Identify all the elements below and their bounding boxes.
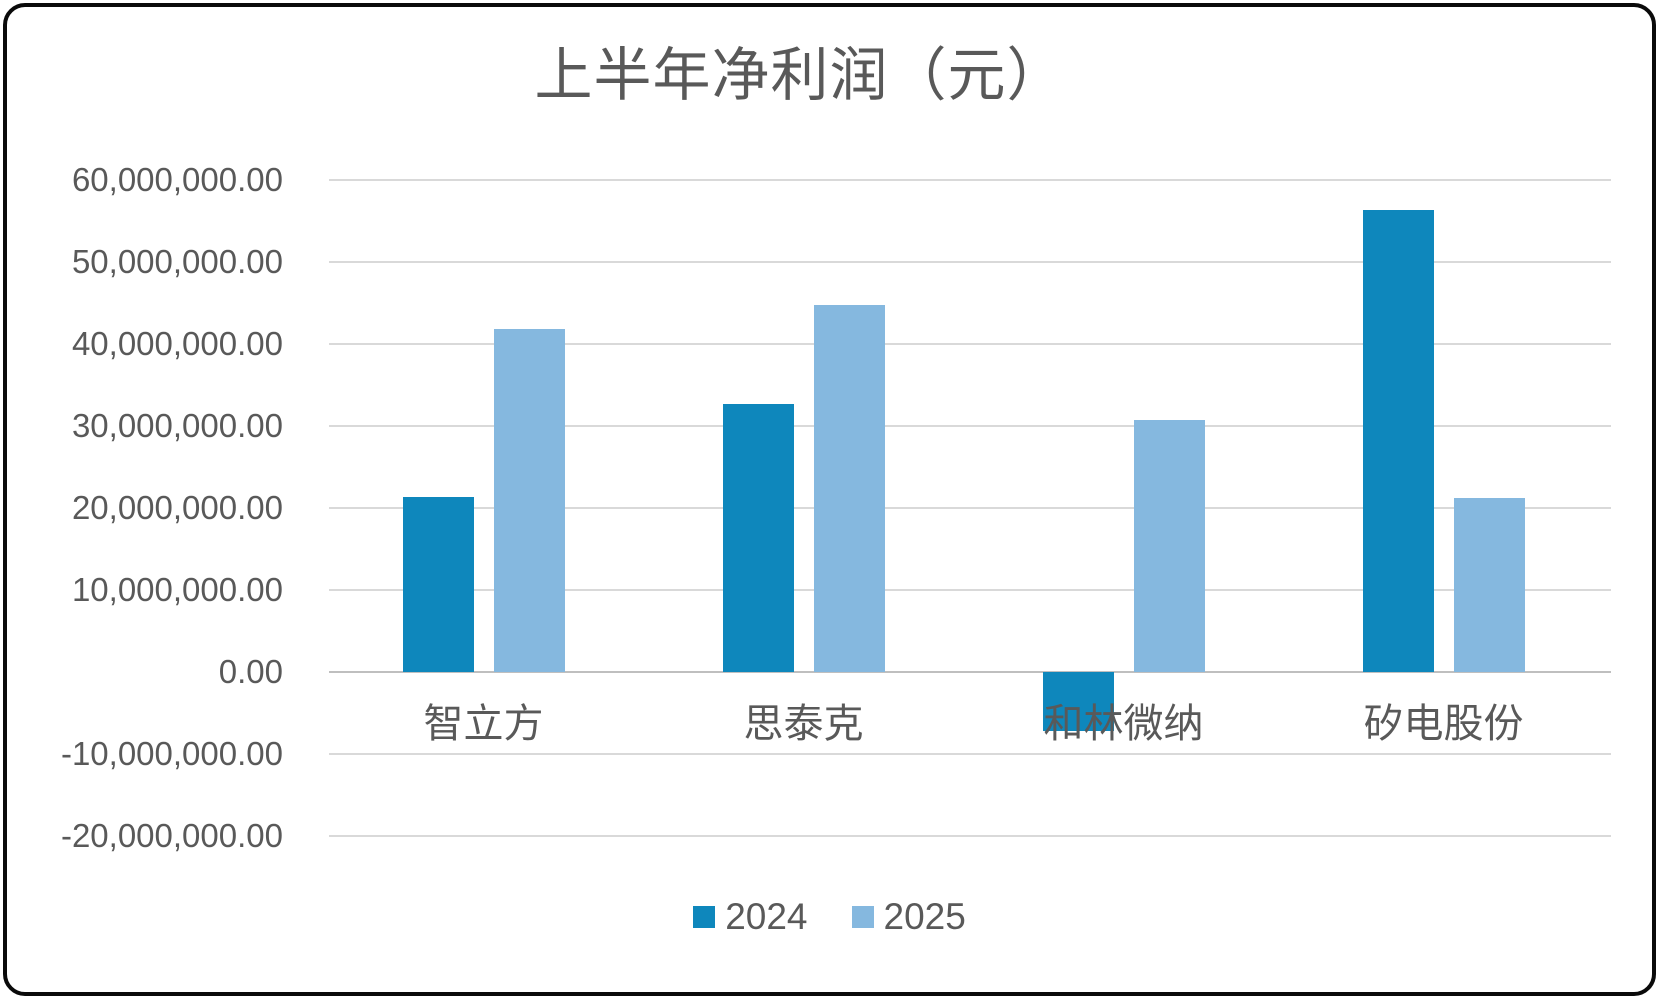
bar-2025-cat1 (813, 305, 885, 672)
y-axis-tick-label: 20,000,000.00 (71, 489, 283, 526)
x-axis-category-label: 和林微纳 (1043, 702, 1204, 746)
y-axis-tick-label: 0.00 (218, 653, 283, 690)
legend-swatch-icon (693, 906, 716, 928)
bar-2025-cat2 (1133, 420, 1205, 672)
axis-zero-line (329, 671, 1611, 673)
y-axis-tick-label: -10,000,000.00 (60, 735, 283, 772)
y-axis-tick-label: 30,000,000.00 (71, 407, 283, 444)
gridline (329, 507, 1611, 509)
legend-label: 2024 (725, 896, 808, 937)
bar-2024-cat3 (1362, 210, 1434, 672)
legend-item-2024: 2024 (693, 896, 808, 938)
gridline (329, 343, 1611, 345)
bar-2024-cat1 (722, 403, 794, 672)
chart-title: 上半年净利润（元） (534, 43, 1066, 108)
gridline (329, 753, 1611, 755)
x-axis-category-label: 思泰克 (743, 702, 864, 746)
x-axis-category-label: 矽电股份 (1363, 702, 1524, 746)
x-axis-category-label: 智立方 (423, 702, 544, 746)
y-axis-tick-label: -20,000,000.00 (60, 817, 283, 854)
legend-swatch-icon (851, 906, 874, 928)
legend-label: 2025 (883, 896, 966, 937)
bar-2024-cat2 (1042, 672, 1114, 732)
y-axis-tick-label: 40,000,000.00 (71, 325, 283, 362)
bar-2024-cat0 (402, 496, 474, 672)
gridline (329, 835, 1611, 837)
gridline (329, 179, 1611, 181)
gridline (329, 589, 1611, 591)
y-axis-tick-label: 60,000,000.00 (71, 161, 283, 198)
y-axis-tick-label: 10,000,000.00 (71, 571, 283, 608)
bar-2025-cat0 (493, 329, 565, 672)
legend-item-2025: 2025 (851, 896, 966, 938)
y-axis-tick-label: 50,000,000.00 (71, 243, 283, 280)
gridline (329, 425, 1611, 427)
gridline (329, 261, 1611, 263)
legend: 2024 2025 (0, 896, 1659, 938)
bar-2025-cat3 (1453, 498, 1525, 672)
